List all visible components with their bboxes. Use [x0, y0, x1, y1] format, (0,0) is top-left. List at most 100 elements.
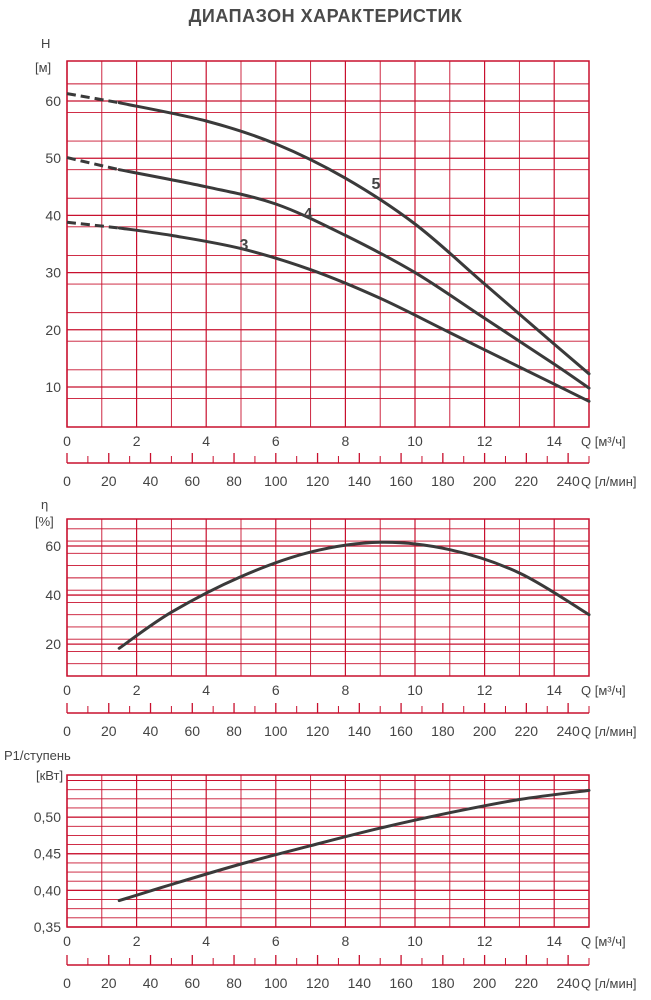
secondary-x-tick-label: 200	[473, 975, 497, 991]
secondary-x-tick-label: 200	[473, 723, 497, 739]
x-tick-label: 6	[272, 682, 280, 698]
secondary-x-tick-label: 100	[264, 723, 288, 739]
secondary-x-tick-label: 0	[63, 723, 71, 739]
curve-head-5	[117, 101, 591, 376]
curve-label-4: 4	[304, 206, 313, 223]
plot-frame	[66, 60, 590, 428]
curve-head-dashed	[66, 92, 120, 105]
x-tick-label: 14	[546, 433, 562, 449]
y-tick-label: 60	[45, 538, 61, 554]
x-tick-label: 2	[133, 682, 141, 698]
secondary-x-tick-label: 80	[226, 473, 242, 489]
curve-head-4	[117, 168, 591, 390]
secondary-x-tick-label: 0	[63, 975, 71, 991]
secondary-x-tick-label: 120	[306, 975, 330, 991]
y-axis-unit: [кВт]	[36, 768, 63, 783]
secondary-x-tick-label: 240	[556, 975, 580, 991]
y-tick-label: 0,45	[34, 846, 61, 862]
secondary-x-tick-label: 20	[101, 723, 117, 739]
secondary-x-tick-label: 0	[63, 473, 71, 489]
secondary-x-axis-label: Q [л/мин]	[581, 474, 637, 489]
x-tick-label: 14	[546, 682, 562, 698]
secondary-x-axis-label: Q [л/мин]	[581, 976, 637, 991]
secondary-x-tick-label: 180	[431, 473, 455, 489]
secondary-x-tick-label: 140	[348, 975, 372, 991]
y-tick-label: 30	[45, 265, 61, 281]
x-tick-label: 8	[342, 433, 350, 449]
secondary-x-tick-label: 240	[556, 723, 580, 739]
x-tick-label: 6	[272, 933, 280, 949]
curve-label-5: 5	[372, 176, 381, 193]
curve-head-dashed	[66, 220, 120, 230]
x-tick-label: 14	[546, 933, 562, 949]
secondary-x-tick-label: 40	[143, 473, 159, 489]
secondary-x-tick-label: 100	[264, 975, 288, 991]
secondary-x-tick-label: 80	[226, 723, 242, 739]
y-axis-unit: [%]	[35, 514, 54, 529]
x-tick-label: 4	[202, 933, 210, 949]
x-tick-label: 0	[63, 433, 71, 449]
x-tick-label: 0	[63, 933, 71, 949]
secondary-x-tick-label: 220	[515, 975, 539, 991]
x-tick-label: 8	[342, 933, 350, 949]
secondary-x-tick-label: 20	[101, 975, 117, 991]
secondary-x-tick-label: 220	[515, 723, 539, 739]
secondary-x-tick-label: 60	[184, 473, 200, 489]
x-axis-label: Q [м³/ч]	[581, 934, 626, 949]
curve-power	[117, 788, 591, 903]
secondary-x-tick-label: 60	[184, 723, 200, 739]
y-tick-label: 40	[45, 587, 61, 603]
secondary-x-tick-label: 60	[184, 975, 200, 991]
x-tick-label: 2	[133, 933, 141, 949]
plot-frame	[66, 518, 590, 677]
x-tick-label: 12	[477, 682, 493, 698]
y-axis-label: P1/ступень	[4, 748, 71, 763]
x-tick-label: 10	[407, 433, 423, 449]
x-tick-label: 10	[407, 682, 423, 698]
y-axis-label: η	[41, 497, 48, 512]
secondary-x-tick-label: 160	[389, 975, 413, 991]
x-tick-label: 6	[272, 433, 280, 449]
y-tick-label: 60	[45, 93, 61, 109]
secondary-x-tick-label: 40	[143, 975, 159, 991]
curve-head-dashed	[66, 156, 120, 172]
secondary-x-tick-label: 20	[101, 473, 117, 489]
y-tick-label: 20	[45, 322, 61, 338]
y-tick-label: 10	[45, 379, 61, 395]
secondary-x-tick-label: 160	[389, 723, 413, 739]
y-tick-label: 50	[45, 150, 61, 166]
x-tick-label: 0	[63, 682, 71, 698]
x-tick-label: 8	[342, 682, 350, 698]
secondary-x-tick-label: 140	[348, 723, 372, 739]
y-axis-unit: [м]	[35, 60, 51, 75]
secondary-x-tick-label: 180	[431, 723, 455, 739]
x-axis-label: Q [м³/ч]	[581, 683, 626, 698]
curve-head-3	[117, 226, 591, 403]
plot-frame	[66, 774, 590, 928]
y-tick-label: 0,35	[34, 919, 61, 935]
y-tick-label: 0,40	[34, 882, 61, 898]
curve-efficiency	[117, 540, 591, 650]
x-tick-label: 12	[477, 433, 493, 449]
secondary-x-tick-label: 240	[556, 473, 580, 489]
curve-label-3: 3	[240, 237, 249, 254]
y-axis-label: H	[41, 36, 50, 51]
secondary-x-tick-label: 80	[226, 975, 242, 991]
x-tick-label: 4	[202, 433, 210, 449]
x-tick-label: 4	[202, 682, 210, 698]
page-title: ДИАПАЗОН ХАРАКТЕРИСТИК	[188, 6, 463, 26]
secondary-x-tick-label: 140	[348, 473, 372, 489]
y-tick-label: 0,50	[34, 809, 61, 825]
x-tick-label: 10	[407, 933, 423, 949]
x-tick-label: 12	[477, 933, 493, 949]
secondary-x-tick-label: 220	[515, 473, 539, 489]
secondary-x-tick-label: 120	[306, 473, 330, 489]
secondary-x-tick-label: 200	[473, 473, 497, 489]
secondary-x-tick-label: 120	[306, 723, 330, 739]
x-tick-label: 2	[133, 433, 141, 449]
secondary-x-tick-label: 100	[264, 473, 288, 489]
x-axis-label: Q [м³/ч]	[581, 434, 626, 449]
secondary-x-tick-label: 160	[389, 473, 413, 489]
secondary-x-tick-label: 180	[431, 975, 455, 991]
